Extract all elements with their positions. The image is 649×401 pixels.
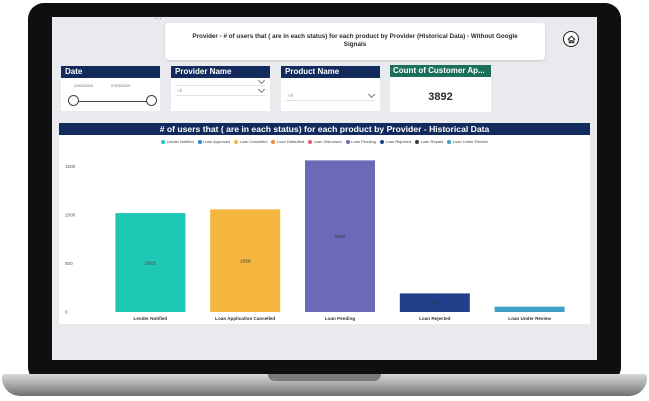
- legend-item[interactable]: Loan Pending: [345, 139, 376, 144]
- date-end[interactable]: 07/03/2023: [111, 84, 131, 88]
- provider-dropdown-value[interactable]: All: [177, 88, 182, 93]
- legend-label: Loan Rejected: [385, 139, 412, 144]
- legend-label: Loan Pending: [351, 139, 376, 144]
- legend-dot-icon: [308, 139, 313, 144]
- date-slider-end-handle[interactable]: [146, 95, 157, 106]
- provider-slicer[interactable]: Provider Name All: [171, 66, 270, 111]
- count-card-value: 3892: [428, 91, 453, 103]
- y-tick-label: 500: [65, 261, 73, 266]
- page-title: Provider - # of users that ( are in each…: [192, 33, 518, 48]
- x-tick-label: Loan Application Cancelled: [215, 316, 275, 321]
- bar[interactable]: [305, 160, 375, 312]
- count-card-title: Count of Customer Ap...: [390, 65, 491, 77]
- header-box: Provider - # of users that ( are in each…: [165, 23, 545, 60]
- legend-dot-icon: [197, 139, 202, 144]
- legend-dot-icon: [345, 139, 350, 144]
- product-dropdown-value[interactable]: All: [288, 93, 293, 98]
- x-tick-label: Loan Under Review: [508, 316, 551, 321]
- bar[interactable]: [210, 209, 281, 312]
- chart-title: # of users that ( are in each status) fo…: [59, 123, 590, 135]
- date-slider-track[interactable]: [73, 101, 151, 102]
- provider-dropdown-line-bottom: [175, 95, 265, 96]
- y-tick-label: 1000: [65, 213, 76, 218]
- legend-label: Lender Notified: [166, 139, 194, 144]
- chevron-down-icon[interactable]: [367, 90, 376, 99]
- laptop-base: [2, 374, 647, 396]
- laptop-notch: [268, 374, 381, 381]
- bar-data-label: 1059: [240, 259, 251, 265]
- legend-label: Loan Disbursed: [313, 139, 342, 144]
- legend-dot-icon: [447, 139, 452, 144]
- dashboard-screen: ··· Provider - # of users that ( are in …: [52, 17, 597, 360]
- home-icon: [567, 34, 575, 43]
- legend-item[interactable]: Loan Under Review: [447, 139, 488, 144]
- legend-dot-icon: [271, 139, 276, 144]
- bar[interactable]: [399, 293, 470, 312]
- provider-slicer-title: Provider Name: [171, 66, 270, 78]
- chevron-down-icon[interactable]: [257, 85, 266, 94]
- legend-dot-icon: [415, 139, 420, 144]
- y-tick-label: 1500: [65, 164, 76, 169]
- count-card: Count of Customer Ap... 3892: [390, 65, 491, 112]
- legend-item[interactable]: Loan Repaid: [415, 139, 443, 144]
- legend-dot-icon: [161, 139, 166, 144]
- bar[interactable]: [494, 306, 565, 312]
- home-button[interactable]: [563, 31, 579, 47]
- date-slicer[interactable]: Date 21/03/2022 07/03/2023: [61, 66, 160, 111]
- x-tick-label: Lender Notified: [134, 316, 168, 321]
- bar-data-label: 192: [431, 301, 439, 307]
- bottom-strip: [52, 330, 597, 360]
- legend-label: Loan Repaid: [420, 139, 444, 144]
- legend-dot-icon: [234, 139, 239, 144]
- chevron-down-icon[interactable]: [257, 76, 266, 85]
- legend-label: Loan Approved: [203, 139, 231, 144]
- legend-label: Loan Under Review: [452, 139, 488, 144]
- legend-dot-icon: [379, 139, 384, 144]
- x-tick-label: Loan Pending: [325, 316, 356, 321]
- chart-panel: # of users that ( are in each status) fo…: [59, 123, 590, 324]
- legend-item[interactable]: Loan Cancelled: [234, 139, 267, 144]
- bar-data-label: 1565: [335, 234, 346, 240]
- date-start[interactable]: 21/03/2022: [74, 84, 94, 88]
- more-dots-icon[interactable]: ···: [154, 17, 162, 23]
- legend-label: Loan Defaulted: [276, 139, 305, 144]
- legend-item[interactable]: Loan Approved: [197, 139, 231, 144]
- product-slicer[interactable]: Product Name All: [281, 66, 380, 111]
- legend-label: Loan Cancelled: [239, 139, 268, 144]
- product-slicer-title: Product Name: [281, 66, 380, 78]
- date-slicer-title: Date: [61, 66, 160, 78]
- bar[interactable]: [115, 213, 186, 312]
- legend-item[interactable]: Loan Defaulted: [271, 139, 304, 144]
- legend-item[interactable]: Loan Rejected: [379, 139, 412, 144]
- legend-item[interactable]: Loan Disbursed: [308, 139, 342, 144]
- x-tick-label: Loan Rejected: [419, 316, 451, 321]
- bar-chart: 0 500 1000 1500 1021 Lender Notified 1059 Loan …: [65, 160, 565, 321]
- y-tick-label: 0: [65, 310, 68, 315]
- product-dropdown-line: [285, 100, 375, 101]
- bar-data-label: 1021: [145, 261, 156, 267]
- provider-dropdown-line-top: [175, 85, 265, 86]
- legend-item[interactable]: Lender Notified: [161, 139, 194, 144]
- date-slider-start-handle[interactable]: [68, 95, 79, 106]
- chart-legend: Lender Notified Loan Approved Loan Cancell…: [59, 139, 590, 144]
